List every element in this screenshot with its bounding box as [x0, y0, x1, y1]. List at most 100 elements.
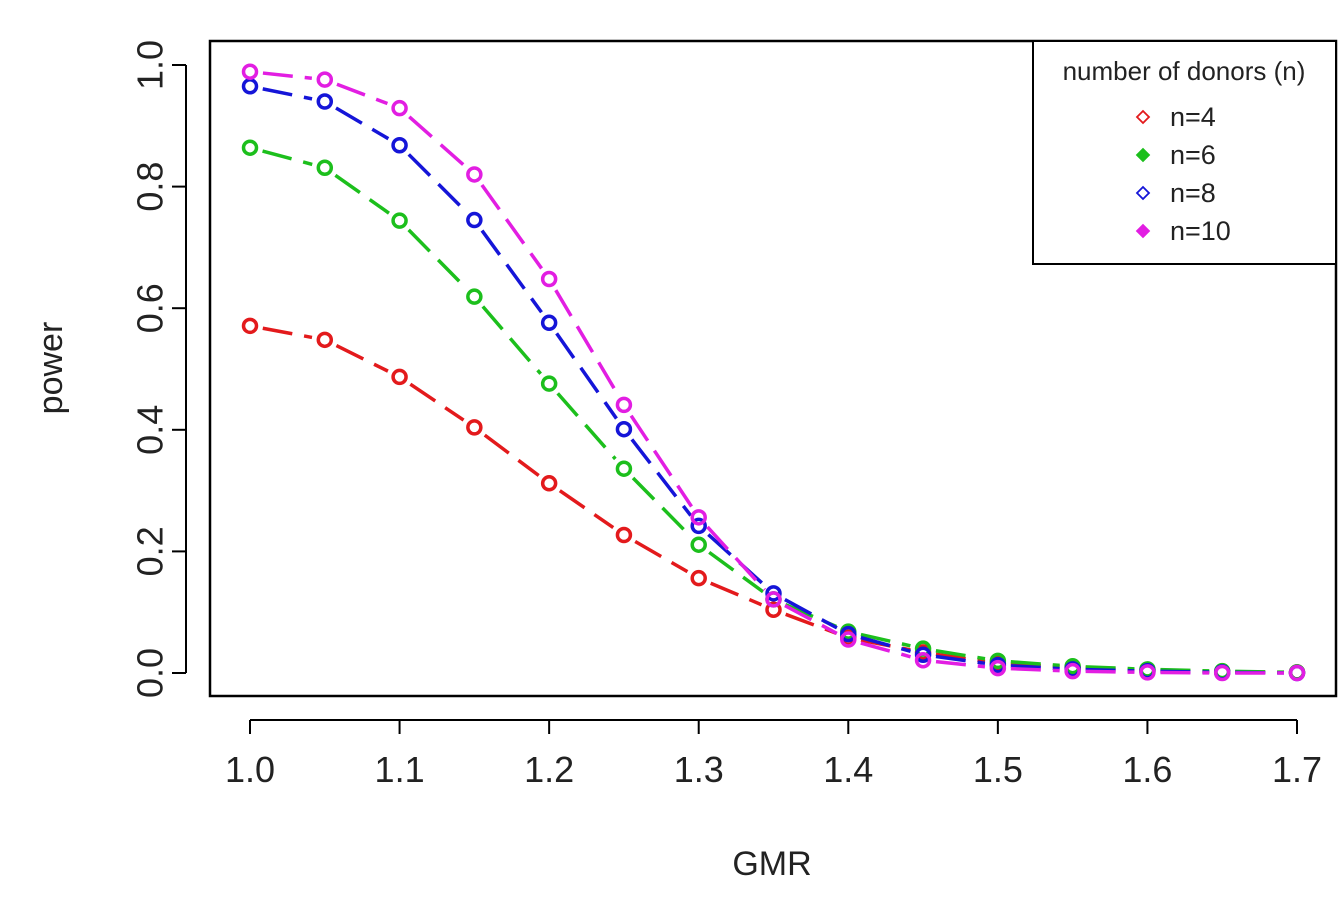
data-point [391, 99, 408, 117]
data-point [316, 159, 334, 177]
data-point [690, 536, 707, 553]
series-line-segment [408, 115, 466, 168]
series-line-segment [262, 149, 313, 167]
data-point [540, 314, 558, 332]
series-line-segment [1085, 669, 1135, 674]
series-line-segment [262, 71, 313, 80]
data-point [840, 625, 857, 643]
filled-diamond-icon [1135, 147, 1151, 163]
open-diamond-icon [1135, 185, 1151, 201]
series-line-segment [335, 344, 389, 373]
data-point [241, 78, 259, 95]
data-point [466, 166, 483, 183]
series-line-segment [407, 153, 467, 213]
series-line-segment [1085, 665, 1135, 671]
data-point [989, 659, 1007, 677]
x-tick-label: 1.7 [1272, 749, 1322, 790]
series-line-segment [558, 489, 615, 530]
series-line-segment [860, 635, 912, 653]
data-point [765, 585, 782, 602]
data-point [540, 270, 558, 288]
x-tick-label: 1.6 [1122, 749, 1172, 790]
series-line-segment [483, 433, 540, 477]
legend-label: n=4 [1170, 102, 1216, 132]
series-line-segment [554, 289, 619, 395]
series-line-segment [784, 598, 838, 630]
legend-item-n=6: n=6 [1135, 140, 1216, 170]
series-line-segment [480, 229, 543, 314]
series-line-segment [630, 438, 693, 517]
legend-item-n=4: n=4 [1135, 102, 1216, 132]
series-line-segment [336, 82, 389, 106]
series-line-segment [1010, 666, 1060, 673]
series-line-segment [631, 476, 691, 537]
x-tick-label: 1.3 [674, 749, 724, 790]
data-point [316, 93, 334, 110]
data-point [391, 137, 408, 154]
data-point [690, 509, 707, 526]
series-line-segment [555, 332, 618, 420]
series-line-segment [335, 106, 390, 141]
filled-diamond-icon [1135, 223, 1151, 239]
legend-label: n=6 [1170, 140, 1216, 170]
y-tick-label: 0.6 [130, 283, 171, 333]
x-tick-label: 1.1 [375, 749, 425, 790]
data-point [391, 368, 408, 386]
series-line-segment [1010, 662, 1060, 669]
series-line-segment [262, 326, 313, 340]
series-line-segment [481, 305, 542, 375]
data-point [316, 331, 334, 349]
y-axis: 0.0 0.2 0.4 0.6 0.8 1.0 [130, 40, 187, 698]
series-line-segment [706, 525, 767, 592]
x-tick-label: 1.5 [973, 749, 1023, 790]
data-point [765, 591, 782, 608]
legend: number of donors (n) n=4 n=6 n=8 n=10 [1032, 40, 1337, 265]
data-point [765, 601, 782, 619]
series-line-segment [334, 173, 390, 215]
series-line-segment [935, 659, 986, 669]
y-tick-label: 0.8 [130, 162, 171, 212]
series-n=10 [241, 63, 1306, 682]
legend-item-n=10: n=10 [1135, 216, 1231, 246]
data-point [316, 71, 334, 88]
y-tick-label: 0.2 [130, 526, 171, 576]
y-tick-label: 0.0 [130, 648, 171, 698]
legend-item-n=8: n=8 [1135, 178, 1216, 208]
data-point [391, 212, 408, 229]
data-point [615, 420, 633, 438]
legend-items: n=4 n=6 n=8 n=10 [1135, 102, 1231, 246]
open-diamond-icon [1135, 109, 1151, 125]
data-point [1139, 664, 1156, 681]
data-point [241, 317, 259, 335]
legend-label: n=10 [1170, 216, 1231, 246]
series-n=4 [241, 317, 1306, 681]
legend-label: n=8 [1170, 178, 1216, 208]
x-tick-label: 1.4 [823, 749, 873, 790]
series-line-segment [480, 183, 544, 270]
data-point [690, 517, 707, 535]
y-tick-label: 1.0 [130, 40, 171, 90]
x-tick-label: 1.2 [524, 749, 574, 790]
data-point [690, 569, 707, 587]
x-tick-label: 1.0 [225, 749, 275, 790]
data-point [466, 288, 483, 305]
series-line-segment [708, 550, 765, 594]
series-line-segment [860, 632, 911, 648]
data-point [241, 63, 259, 80]
legend-title: number of donors (n) [1063, 56, 1306, 86]
data-point [1064, 662, 1081, 680]
series-line-segment [935, 652, 986, 664]
y-tick-label: 0.4 [130, 405, 171, 455]
series-line-segment [860, 641, 912, 659]
data-point [540, 475, 558, 492]
legend-box [1032, 40, 1337, 265]
data-point [914, 651, 932, 669]
data-point [914, 646, 932, 664]
series-line-segment [1010, 664, 1060, 671]
series-line-segment [262, 87, 313, 101]
y-axis-label: power [32, 322, 70, 415]
data-point [1213, 664, 1231, 682]
x-axis: 1.0 1.1 1.2 1.3 1.4 1.5 1.6 1.7 [225, 719, 1322, 790]
data-point [840, 631, 857, 648]
series-line-segment [634, 539, 689, 574]
